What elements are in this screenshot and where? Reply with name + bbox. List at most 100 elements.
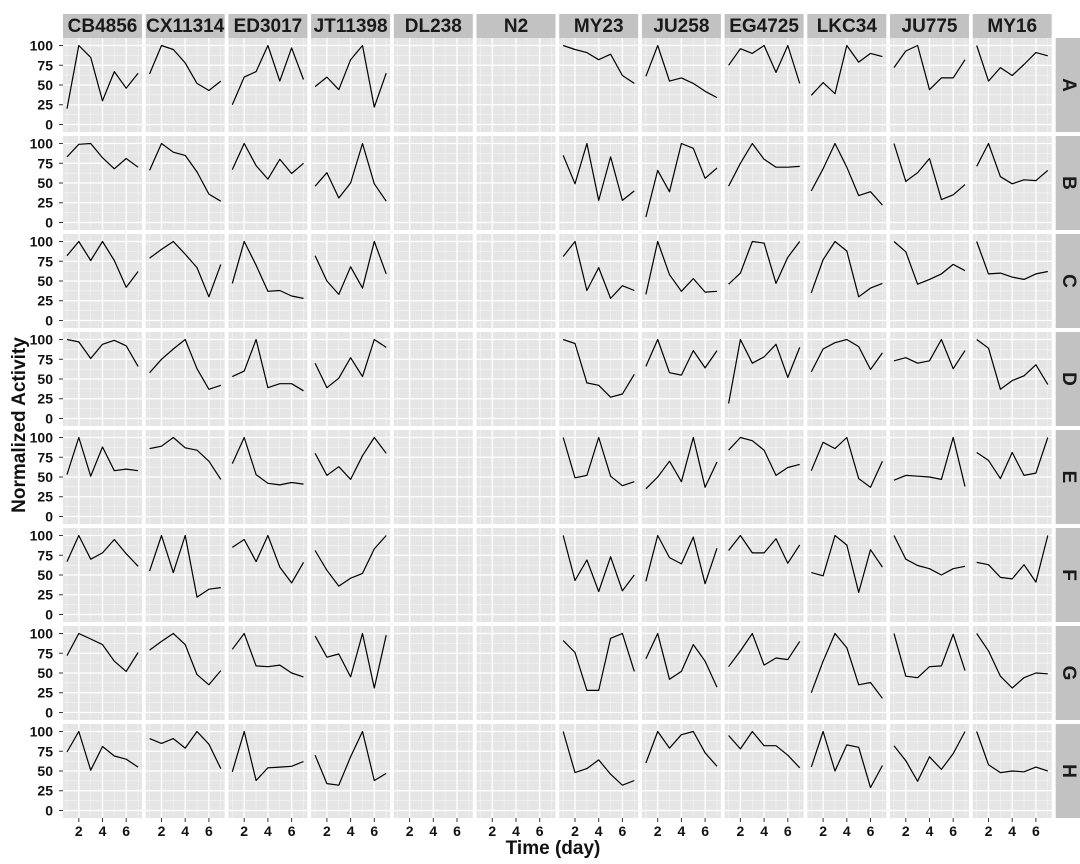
y-tick-label: 100 (30, 626, 54, 642)
panel-eg4725-e (724, 430, 804, 524)
series-line-jt11398-g (314, 632, 387, 689)
panel-my23-c (559, 234, 639, 328)
y-tick-label: 0 (45, 410, 53, 426)
y-tick-label: 0 (45, 116, 53, 132)
panel-ju258-c (641, 234, 721, 328)
panel-dl238-f (393, 528, 473, 622)
panel-cx11314-f (145, 528, 225, 622)
y-tick-label: 25 (37, 293, 53, 309)
panel-cb4856-h (63, 724, 142, 818)
panel-jt11398-b (311, 136, 391, 230)
y-tick-label: 50 (37, 665, 53, 681)
x-tick-label: 4 (1008, 823, 1016, 839)
x-tick-label: 2 (240, 823, 248, 839)
x-tick-label: 4 (760, 823, 768, 839)
series-line-my16-e (976, 437, 1049, 480)
panel-lkc34-c (807, 234, 887, 328)
x-tick-label: 4 (429, 823, 437, 839)
series-line-ju258-c (645, 240, 718, 295)
y-tick-label: 25 (37, 195, 53, 211)
strip-background (807, 14, 887, 38)
panel-lkc34-g (807, 626, 887, 720)
panel-jt11398-d (311, 332, 391, 426)
series-line-ed3017-f (231, 534, 305, 584)
panel-dl238-c (393, 234, 473, 328)
panel-ju775-h (890, 724, 969, 818)
row-strip-label: C (1058, 274, 1079, 288)
y-tick-label: 25 (37, 783, 53, 799)
series-line-my16-h (976, 731, 1048, 774)
series-line-ju775-a (893, 44, 966, 91)
panel-jt11398-h (311, 724, 391, 818)
panel-my23-d (559, 332, 639, 426)
strip-jt11398: JT11398 (311, 14, 391, 38)
panel-ju775-d (890, 332, 969, 426)
strip-background (890, 14, 969, 38)
y-tick-label: 50 (37, 371, 53, 387)
panel-jt11398-c (311, 234, 391, 328)
series-line-ju258-d (645, 338, 718, 376)
x-tick-label: 4 (843, 823, 851, 839)
row-strip-label: F (1058, 569, 1079, 581)
panel-eg4725-a (724, 38, 804, 132)
x-tick-label: 4 (926, 823, 934, 839)
series-line-ju775-e (893, 436, 966, 487)
panel-n2-c (476, 234, 556, 328)
panel-my16-e (972, 430, 1052, 524)
panel-jt11398-g (311, 626, 391, 720)
series-line-ju258-a (645, 44, 718, 99)
panel-ed3017-c (228, 234, 308, 328)
strip-background (559, 14, 639, 38)
panel-my23-b (559, 136, 639, 230)
x-tick-label: 2 (488, 823, 496, 839)
panel-dl238-e (393, 430, 473, 524)
y-tick-label: 0 (45, 508, 53, 524)
panel-ju775-e (890, 430, 969, 524)
y-tick-label: 25 (37, 587, 53, 603)
panel-cx11314-d (145, 332, 225, 426)
y-tick-label: 100 (30, 332, 54, 348)
panel-cb4856-e (63, 430, 142, 524)
strip-label: LKC34 (817, 16, 878, 37)
strip-label: CX11314 (146, 16, 225, 37)
series-line-ju775-f (893, 535, 966, 576)
y-tick-label: 0 (45, 802, 53, 818)
strip-label: JT11398 (314, 16, 388, 37)
y-tick-label: 100 (30, 38, 54, 54)
y-tick-label: 100 (30, 724, 54, 740)
y-axis-ticks: 0 25 50 75 100 0 25 50 75 100 0 25 50 75 100 0 25 50 75 100… (30, 38, 63, 818)
strip-background (724, 14, 804, 38)
y-tick-label: 75 (37, 253, 53, 269)
strip-background (145, 14, 225, 38)
panel-my23-g (559, 626, 639, 720)
x-tick-label: 4 (512, 823, 520, 839)
y-tick-label: 75 (37, 743, 53, 759)
series-line-cb4856-e (66, 436, 139, 477)
series-line-lkc34-e (810, 436, 883, 488)
panel-eg4725-h (724, 724, 804, 818)
panel-dl238-a (393, 38, 473, 132)
x-tick-label: 6 (453, 823, 461, 839)
panel-ju258-b (641, 136, 721, 230)
panel-ed3017-b (228, 136, 308, 230)
x-tick-label: 2 (571, 823, 579, 839)
strip-background (311, 14, 391, 38)
y-tick-label: 100 (30, 234, 54, 250)
panels-layer (63, 38, 1052, 818)
panel-my16-b (972, 136, 1052, 230)
strip-label: ED3017 (234, 16, 303, 37)
panel-ju258-a (641, 38, 721, 132)
series-line-cb4856-c (66, 240, 139, 288)
series-line-cx11314-g (149, 632, 222, 686)
series-line-ju258-g (645, 632, 718, 688)
row-strip-f: F (1055, 528, 1080, 622)
panel-ju258-e (641, 430, 721, 524)
series-line-my16-g (976, 633, 1048, 689)
x-tick-label: 4 (181, 823, 189, 839)
series-line-cx11314-d (149, 338, 221, 390)
panel-dl238-b (393, 136, 473, 230)
series-line-my23-e (562, 436, 635, 487)
series-line-cx11314-f (149, 534, 221, 598)
row-strip-g: G (1055, 626, 1080, 720)
series-line-ju775-g (893, 633, 966, 679)
